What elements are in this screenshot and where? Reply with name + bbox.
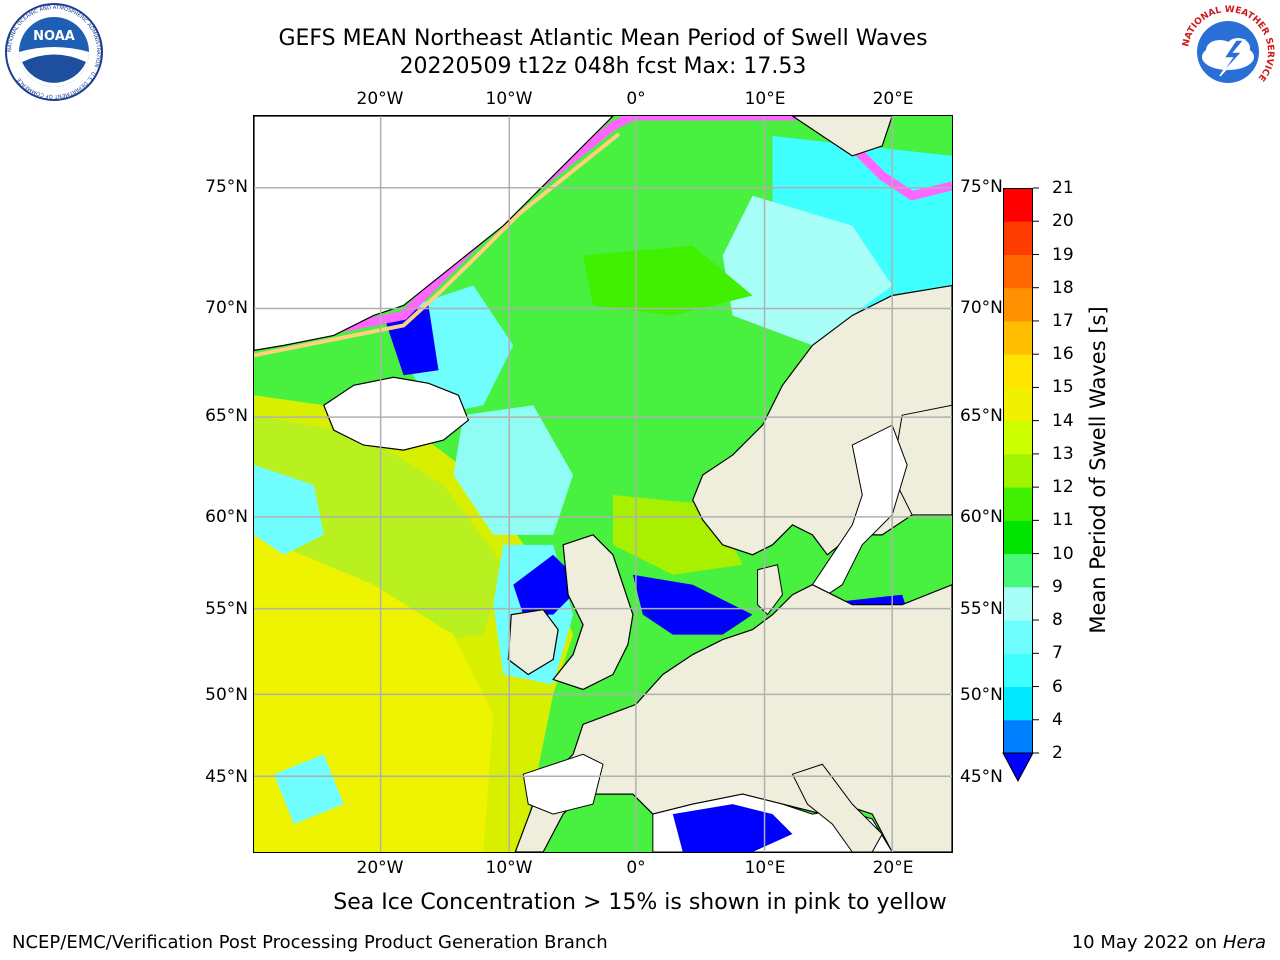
sea-ice-band xyxy=(254,116,952,350)
swell-region-cyan-west xyxy=(254,465,324,555)
swell-region-cyan-sw xyxy=(273,754,344,825)
run-date-text: 10 May 2022 on xyxy=(1071,932,1218,953)
lon-label-top-0: 0° xyxy=(626,89,646,109)
colorbar-tick-label: 9 xyxy=(1052,576,1063,597)
lon-label-top-10e: 10°E xyxy=(744,89,786,109)
colorbar-tick-label: 2 xyxy=(1052,743,1063,763)
baltic-sea xyxy=(811,424,908,596)
swell-region-blue-northsea xyxy=(632,574,753,635)
noaa-logo-text: NOAA xyxy=(33,29,75,44)
colorbar-extend-triangle xyxy=(1002,752,1034,783)
colorbar-tick-label: 6 xyxy=(1052,676,1063,697)
sea-ice-note: Sea Ice Concentration > 15% is shown in … xyxy=(333,890,947,915)
colorbar-tick-label: 19 xyxy=(1052,244,1074,265)
colorbar-frame xyxy=(1003,188,1033,754)
lat-label-left-50n: 50°N xyxy=(205,685,248,705)
lat-label-left-55n: 55°N xyxy=(205,599,248,619)
lon-label-bottom-10e: 10°E xyxy=(744,858,786,878)
colorbar-tick-label: 18 xyxy=(1052,277,1074,298)
credit-text: NCEP/EMC/Verification Post Processing Pr… xyxy=(12,932,608,953)
lon-label-bottom-20w: 20°W xyxy=(356,858,404,878)
svalbard-land xyxy=(791,116,893,157)
chart-title: GEFS MEAN Northeast Atlantic Mean Period… xyxy=(278,26,928,51)
lat-label-left-60n: 60°N xyxy=(205,507,248,527)
lon-label-top-20e: 20°E xyxy=(872,89,914,109)
lon-label-bottom-0: 0° xyxy=(626,858,646,878)
swell-region-blue-greenland xyxy=(383,305,439,376)
greenland-land xyxy=(254,116,614,351)
colorbar-tick-label: 17 xyxy=(1052,310,1074,331)
lon-label-top-20w: 20°W xyxy=(356,89,404,109)
lat-label-right-45n: 45°N xyxy=(960,767,1003,787)
lat-label-right-75n: 75°N xyxy=(960,177,1003,197)
colorbar-tick-label: 20 xyxy=(1052,211,1074,232)
colorbar-box xyxy=(1003,254,1033,289)
colorbar-tick-label: 11 xyxy=(1052,510,1074,531)
sea-ice-edge xyxy=(254,132,621,358)
swell-region-lime-north xyxy=(583,245,753,316)
colorbar-box xyxy=(1003,287,1033,322)
lat-label-right-70n: 70°N xyxy=(960,298,1003,318)
colorbar-box xyxy=(1003,420,1033,455)
lat-label-right-50n: 50°N xyxy=(960,685,1003,705)
colorbar-box xyxy=(1003,188,1033,222)
italy-land xyxy=(791,763,883,852)
colorbar-tick-label: 14 xyxy=(1052,410,1074,431)
colorbar-box xyxy=(1003,221,1033,255)
graticule xyxy=(254,116,952,852)
colorbar-box xyxy=(1003,354,1033,388)
colorbar-box xyxy=(1003,686,1033,721)
colorbar-tick-label: 16 xyxy=(1052,344,1074,365)
lat-label-left-75n: 75°N xyxy=(205,177,248,197)
colorbar-tick-label: 21 xyxy=(1052,178,1074,198)
lon-label-bottom-10w: 10°W xyxy=(485,858,533,878)
colorbar-box xyxy=(1003,719,1033,754)
britain-land xyxy=(552,534,634,691)
colorbar-label: Mean Period of Swell Waves [s] xyxy=(1086,306,1110,634)
colorbar-tick-label: 12 xyxy=(1052,477,1074,498)
mediterranean-blue xyxy=(672,804,793,852)
lat-label-right-55n: 55°N xyxy=(960,599,1003,619)
colorbar-box xyxy=(1003,320,1033,355)
lat-label-right-60n: 60°N xyxy=(960,507,1003,527)
swell-region-cyan-iceland xyxy=(403,285,514,416)
colorbar-tick-label: 13 xyxy=(1052,443,1074,464)
swell-region-cyan-faroe xyxy=(453,405,574,535)
lat-label-right-65n: 65°N xyxy=(960,406,1003,426)
colorbar-tick-label: 8 xyxy=(1052,610,1063,631)
colorbar-tick-label: 4 xyxy=(1052,709,1063,730)
lon-label-top-10w: 10°W xyxy=(485,89,533,109)
lat-label-left-45n: 45°N xyxy=(205,767,248,787)
swell-period-map xyxy=(253,115,953,853)
colorbar-box xyxy=(1003,620,1033,654)
colorbar xyxy=(1002,187,1039,783)
colorbar-box xyxy=(1003,653,1033,688)
colorbar-box xyxy=(1003,553,1033,588)
noaa-logo: NATIONAL OCEANIC AND ATMOSPHERIC ADMINIS… xyxy=(5,3,103,101)
nws-logo: NATIONAL WEATHER SERVICE xyxy=(1180,4,1276,100)
colorbar-box xyxy=(1003,487,1033,521)
colorbar-tick-label: 7 xyxy=(1052,643,1063,664)
colorbar-box xyxy=(1003,453,1033,488)
chart-subtitle: 20220509 t12z 048h fcst Max: 17.53 xyxy=(399,54,807,79)
ireland-land xyxy=(507,609,559,676)
run-date: 10 May 2022 on Hera xyxy=(1072,932,1266,953)
machine-name: Hera xyxy=(1222,932,1266,953)
colorbar-box xyxy=(1003,387,1033,422)
lon-label-bottom-20e: 20°E xyxy=(872,858,914,878)
colorbar-tick-label: 15 xyxy=(1052,377,1074,398)
lat-label-left-70n: 70°N xyxy=(205,298,248,318)
colorbar-tick-label: 10 xyxy=(1052,543,1074,564)
colorbar-box xyxy=(1003,520,1033,555)
biscay-water xyxy=(522,753,604,815)
lat-label-left-65n: 65°N xyxy=(205,406,248,426)
colorbar-box xyxy=(1003,586,1033,621)
